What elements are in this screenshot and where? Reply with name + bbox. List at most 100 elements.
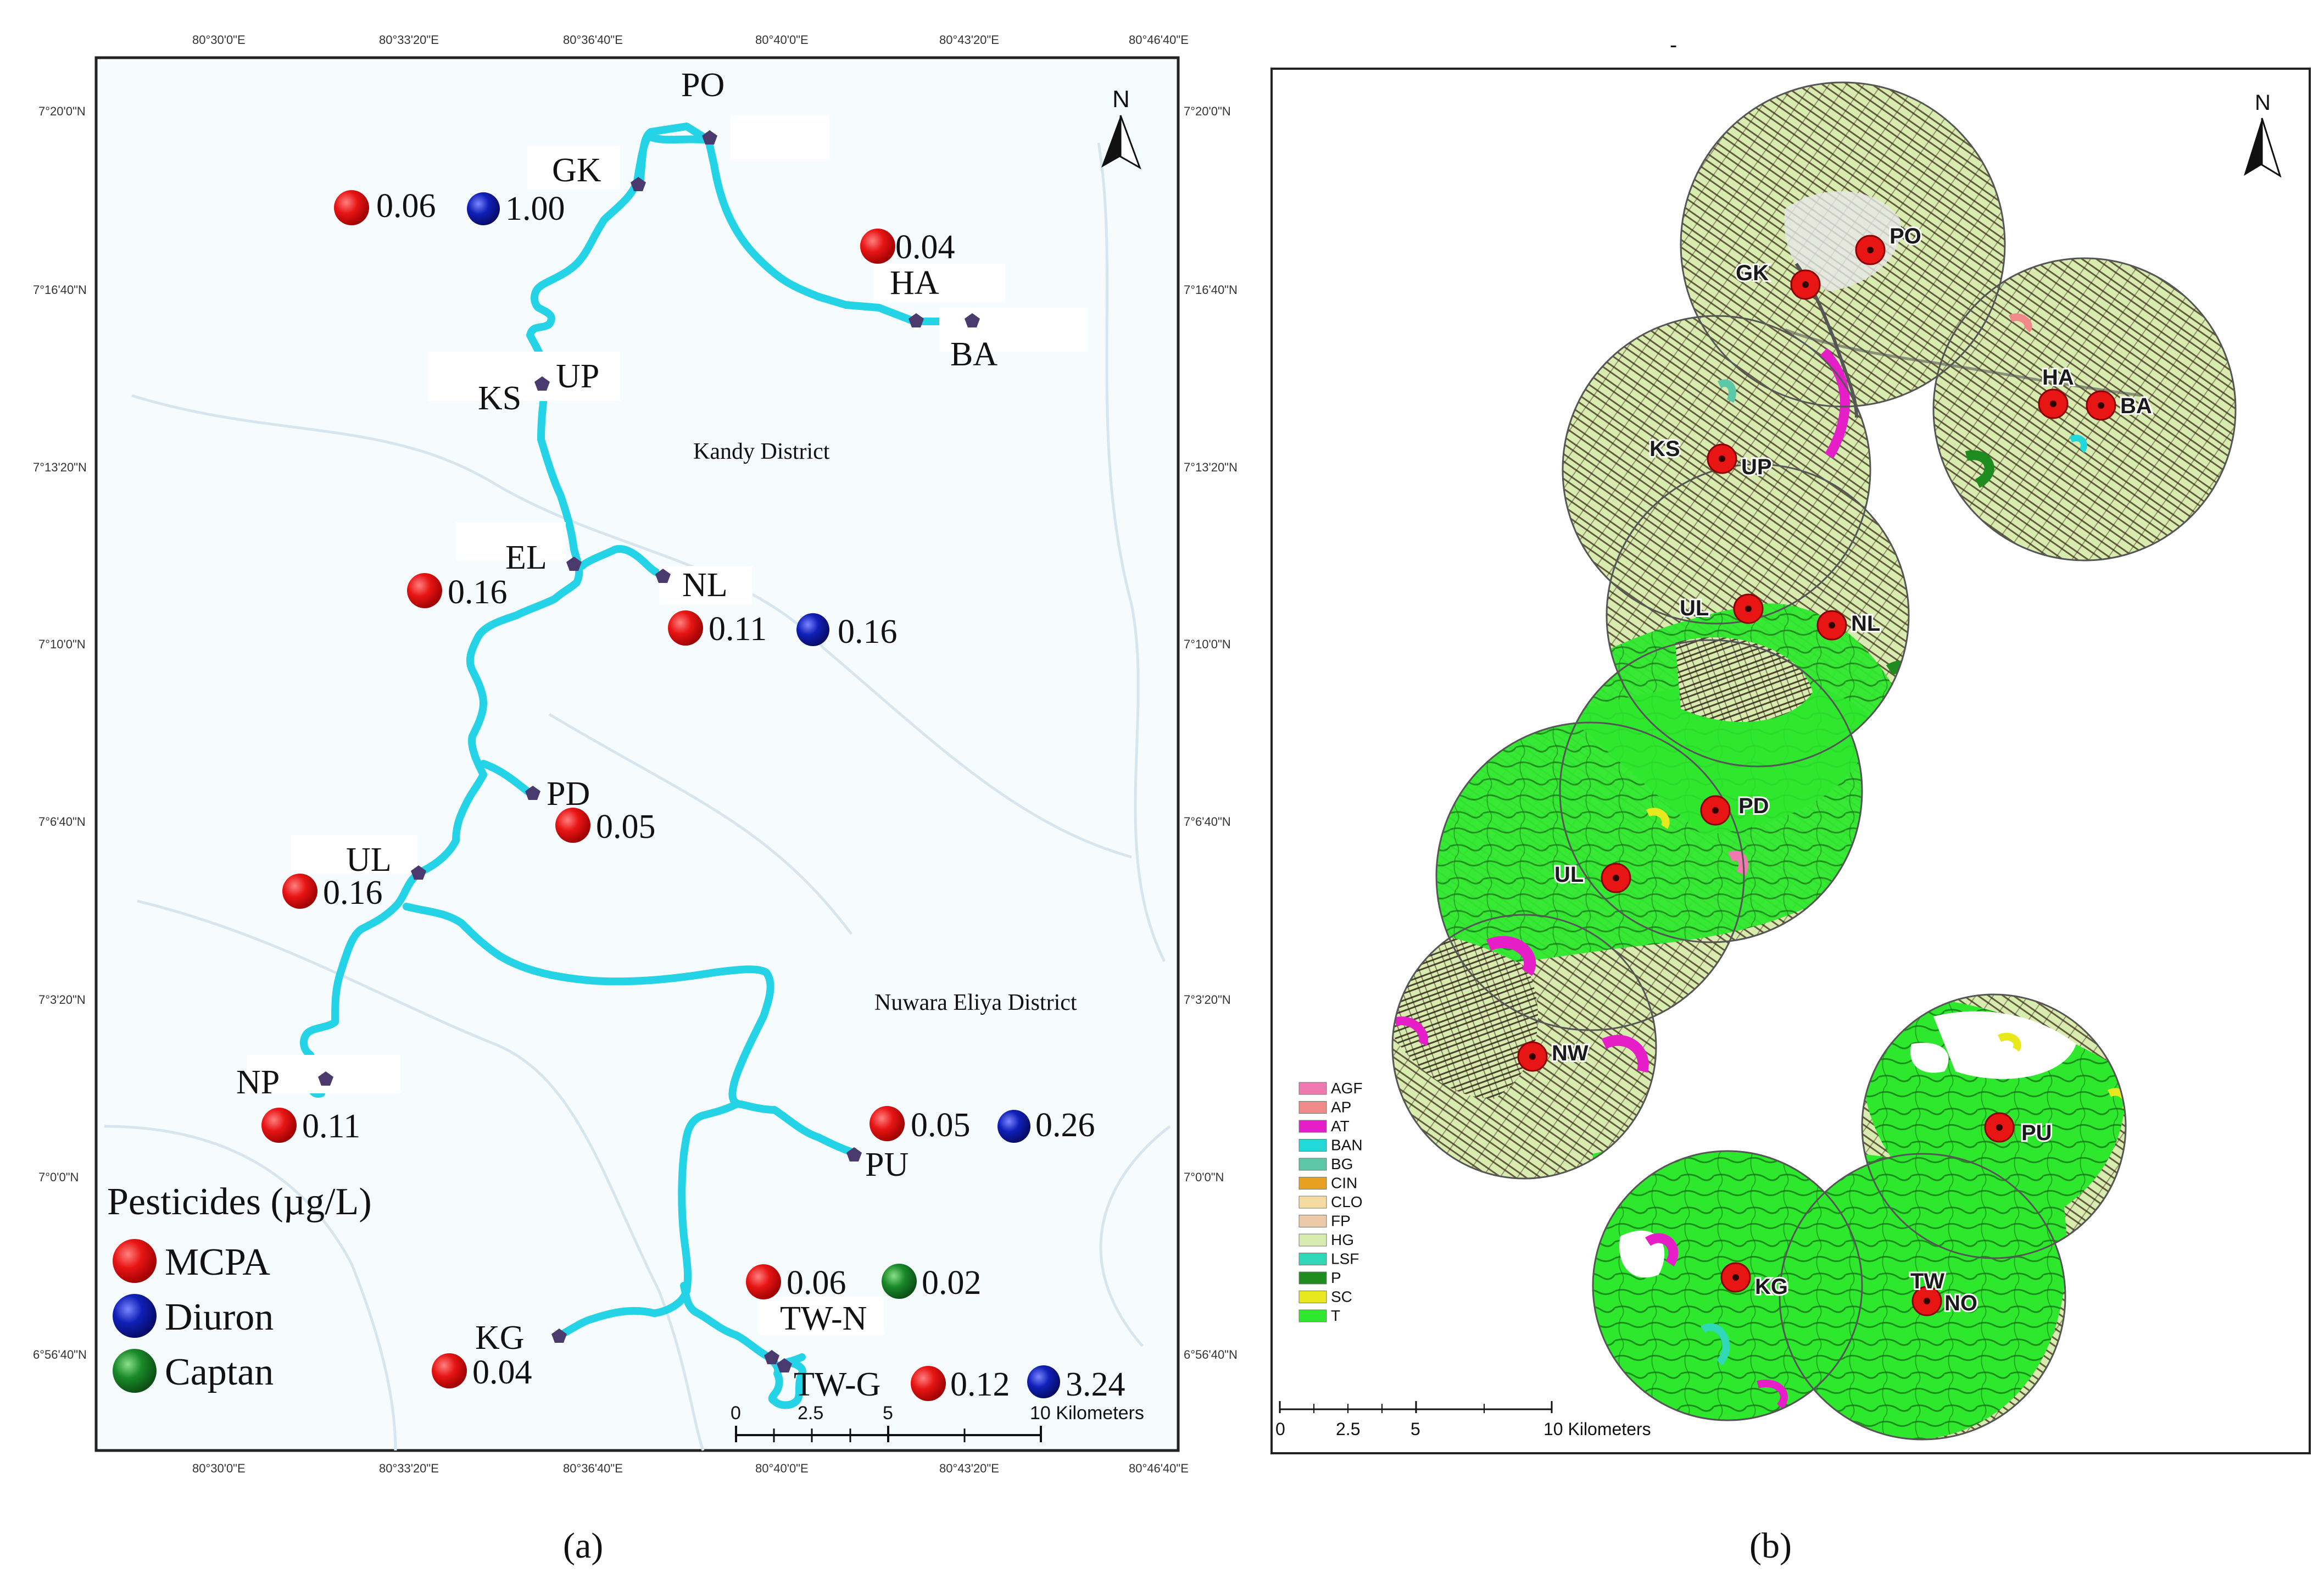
measurement-value-m16: 3.24 bbox=[1066, 1366, 1125, 1403]
legend-swatch-ban bbox=[1298, 1139, 1327, 1152]
site-label-ha: HA bbox=[890, 264, 939, 302]
mcpa-marker-el bbox=[407, 573, 442, 608]
left-tick-4: 7°6'40"N bbox=[38, 815, 86, 829]
site-marker-ul bbox=[411, 865, 426, 880]
right-tick-0: 7°20'0"N bbox=[1184, 104, 1231, 118]
site-label-po: PO bbox=[681, 66, 724, 104]
measurement-markers: 0.06 1.00 0.04 0.16 0.11 0.16 0.05 0.16 … bbox=[261, 187, 1125, 1403]
measurement-value-m1: 0.06 bbox=[376, 187, 436, 225]
panel-a-caption: (a) bbox=[563, 1526, 603, 1566]
panel-a: PO GK HA BA KS UP EL NL PD UL NP PU KG T… bbox=[16, 16, 1266, 1566]
legend-swatch-bg bbox=[1298, 1158, 1327, 1171]
site-label-kg: KG bbox=[475, 1319, 525, 1357]
sampling-points-b bbox=[1517, 235, 2116, 1316]
legend-captan-label: Captan bbox=[165, 1351, 274, 1393]
legend-label-hg: HG bbox=[1331, 1231, 1354, 1248]
scale-bar-b: 0 2.5 5 10 Kilometers bbox=[1275, 1401, 1651, 1439]
measurement-value-m13: 0.02 bbox=[922, 1264, 982, 1302]
legend-swatch-ap bbox=[1298, 1101, 1327, 1114]
legend-label-lsf: LSF bbox=[1331, 1250, 1359, 1268]
mcpa-marker-twn bbox=[746, 1264, 781, 1299]
top-tick-0: 80°30'0"E bbox=[192, 33, 246, 47]
mcpa-marker-ul bbox=[282, 874, 317, 909]
site-marker-np bbox=[318, 1071, 333, 1086]
bottom-tick-2: 80°36'40"E bbox=[563, 1461, 623, 1475]
legend-label-fp: FP bbox=[1331, 1213, 1351, 1230]
north-arrow-a: N bbox=[1101, 86, 1141, 170]
diuron-marker-gk bbox=[467, 192, 500, 225]
captan-marker-twn bbox=[882, 1264, 917, 1299]
site-label-b-tw: TW bbox=[1910, 1269, 1944, 1293]
top-tick-4: 80°43'20"E bbox=[939, 33, 999, 47]
buffer-outlines bbox=[1391, 81, 2237, 1441]
left-tick-5: 7°3'20"N bbox=[38, 993, 86, 1007]
mcpa-marker-pd bbox=[555, 808, 590, 843]
site-label-pd: PD bbox=[547, 775, 590, 813]
measurement-value-m14: 0.04 bbox=[472, 1354, 532, 1391]
scale-tick-5: 5 bbox=[883, 1403, 893, 1424]
legend-mcpa-label: MCPA bbox=[165, 1241, 270, 1283]
top-tick-2: 80°36'40"E bbox=[563, 33, 623, 47]
legend-swatch-agf bbox=[1298, 1082, 1327, 1095]
site-marker-twg bbox=[777, 1358, 792, 1372]
site-marker-po bbox=[702, 130, 717, 144]
site-label-np: NP bbox=[236, 1064, 280, 1101]
site-marker-ba bbox=[965, 313, 980, 327]
upper-river bbox=[300, 132, 712, 1098]
scale-b-tick-0: 0 bbox=[1275, 1419, 1285, 1439]
site-label-ba: BA bbox=[950, 336, 997, 373]
tw-branch bbox=[680, 1282, 806, 1409]
legend-swatch-t bbox=[1298, 1309, 1327, 1322]
lower-main bbox=[403, 903, 861, 1158]
site-label-b-ul1: UL bbox=[1680, 596, 1709, 620]
diuron-marker-twg bbox=[1027, 1365, 1060, 1398]
legend-swatch-hg bbox=[1298, 1233, 1327, 1247]
site-label-twn: TW-N bbox=[780, 1300, 867, 1337]
right-tick-4: 7°6'40"N bbox=[1184, 815, 1231, 829]
measurement-value-m4: 0.16 bbox=[448, 574, 508, 611]
legend-diuron-swatch bbox=[113, 1294, 157, 1338]
scale-tick-2_5: 2.5 bbox=[798, 1403, 823, 1424]
legend-swatch-cin bbox=[1298, 1177, 1327, 1190]
legend-label-ban: BAN bbox=[1331, 1137, 1363, 1154]
bottom-tick-4: 80°43'20"E bbox=[939, 1461, 999, 1475]
right-tick-3: 7°10'0"N bbox=[1184, 637, 1231, 651]
measurement-value-m9: 0.11 bbox=[302, 1108, 360, 1145]
measurement-value-m8: 0.16 bbox=[323, 874, 383, 912]
measurement-value-m7: 0.05 bbox=[596, 808, 656, 846]
mcpa-marker-nl bbox=[668, 610, 703, 646]
measurement-value-m10: 0.05 bbox=[911, 1107, 971, 1144]
legend-label-clo: CLO bbox=[1331, 1193, 1363, 1210]
measurement-value-m2: 1.00 bbox=[505, 190, 565, 227]
site-label-b-no: NO bbox=[1944, 1291, 1977, 1315]
bottom-tick-3: 80°40'0"E bbox=[755, 1461, 809, 1475]
top-tick-3: 80°40'0"E bbox=[755, 33, 809, 47]
site-label-el: EL bbox=[505, 539, 547, 576]
site-label-b-gk: GK bbox=[1736, 261, 1769, 285]
site-label-pu: PU bbox=[865, 1146, 909, 1183]
left-tick-7: 6°56'40"N bbox=[33, 1348, 87, 1361]
site-markers bbox=[318, 130, 980, 1372]
legend-captan-swatch bbox=[113, 1349, 157, 1393]
measurement-value-m3: 0.04 bbox=[895, 229, 955, 266]
legend-swatch-lsf bbox=[1298, 1253, 1327, 1265]
north-arrow-icon-a bbox=[1101, 115, 1121, 168]
legend-label-sc: SC bbox=[1331, 1288, 1352, 1305]
legend-label-agf: AGF bbox=[1331, 1080, 1363, 1097]
site-label-b-pu: PU bbox=[2021, 1121, 2052, 1145]
measurement-value-m6: 0.16 bbox=[838, 613, 898, 651]
site-marker-pd bbox=[525, 786, 540, 800]
mcpa-marker-kg bbox=[432, 1353, 467, 1388]
site-marker-el bbox=[566, 557, 582, 571]
legend-title: Pesticides (µg/L) bbox=[107, 1181, 372, 1223]
mcpa-marker-np bbox=[261, 1108, 297, 1143]
site-label-ks: KS bbox=[478, 380, 521, 417]
left-tick-2: 7°13'20"N bbox=[33, 460, 87, 474]
scale-tick-10: 10 Kilometers bbox=[1030, 1403, 1144, 1424]
mcpa-marker-gk bbox=[334, 190, 369, 225]
north-arrow-b: N bbox=[2244, 91, 2282, 178]
legend-label-at: AT bbox=[1331, 1118, 1350, 1135]
site-marker-pu bbox=[846, 1147, 862, 1161]
